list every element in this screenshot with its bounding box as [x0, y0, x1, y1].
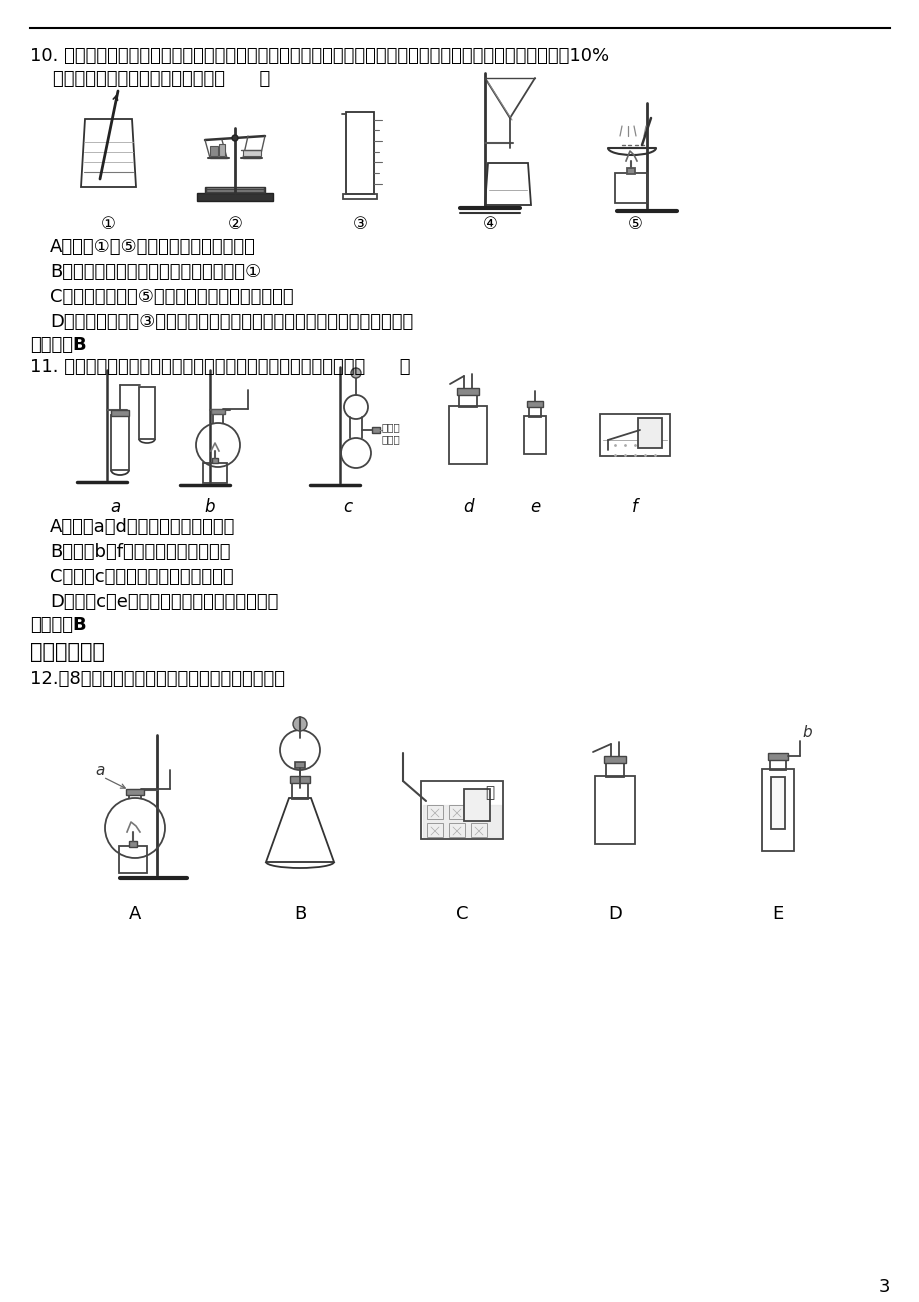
- Text: 【答案】B: 【答案】B: [30, 616, 86, 634]
- Bar: [614, 173, 646, 203]
- Circle shape: [292, 717, 307, 730]
- Bar: [604, 756, 625, 763]
- Bar: [627, 168, 634, 174]
- Bar: [595, 776, 634, 844]
- Bar: [471, 823, 486, 837]
- Text: 多孔型
隔离板: 多孔型 隔离板: [381, 422, 401, 444]
- Text: C: C: [455, 905, 468, 923]
- Text: C．装置c可用来控制产生气体的速率: C．装置c可用来控制产生气体的速率: [50, 568, 233, 586]
- Bar: [129, 841, 137, 848]
- Text: c: c: [343, 497, 352, 516]
- Bar: [243, 150, 261, 156]
- Text: A: A: [129, 905, 141, 923]
- Text: B: B: [293, 905, 306, 923]
- Bar: [448, 805, 464, 819]
- Bar: [527, 401, 542, 408]
- Text: 10. 选择下列部分实验操作可完成两个实验，甲实验为除去粗盐中难溶性的杂质，乙实验为配制溶质质量分数为10%: 10. 选择下列部分实验操作可完成两个实验，甲实验为除去粗盐中难溶性的杂质，乙实…: [30, 47, 608, 65]
- Bar: [139, 387, 154, 439]
- Bar: [524, 417, 545, 454]
- Bar: [119, 846, 147, 874]
- Text: a: a: [109, 497, 120, 516]
- Text: 3: 3: [878, 1279, 889, 1295]
- Bar: [371, 427, 380, 434]
- Text: ④: ④: [482, 215, 497, 233]
- Text: ②: ②: [227, 215, 243, 233]
- Text: 的氯化钙溶液。下列说法正确的是（      ）: 的氯化钙溶液。下列说法正确的是（ ）: [30, 70, 270, 89]
- Bar: [463, 789, 490, 822]
- Bar: [606, 762, 623, 777]
- Bar: [219, 145, 225, 156]
- Bar: [637, 418, 662, 448]
- Text: D．装置c、e组合可以用于制取二氧化碳气体: D．装置c、e组合可以用于制取二氧化碳气体: [50, 592, 278, 611]
- Text: B．甲实验和乙实验都要用到的实验操作①: B．甲实验和乙实验都要用到的实验操作①: [50, 263, 261, 281]
- Bar: [111, 410, 129, 417]
- Bar: [448, 406, 486, 464]
- Bar: [291, 783, 308, 799]
- Bar: [528, 406, 540, 417]
- Text: ⑤: ⑤: [627, 215, 641, 233]
- Bar: [197, 193, 273, 201]
- Bar: [210, 409, 225, 414]
- Bar: [599, 414, 669, 456]
- Bar: [448, 823, 464, 837]
- Bar: [205, 187, 265, 193]
- Bar: [459, 395, 476, 408]
- Text: 【答案】B: 【答案】B: [30, 336, 86, 354]
- Bar: [346, 112, 374, 194]
- Bar: [211, 458, 218, 464]
- Bar: [457, 388, 479, 395]
- Bar: [769, 759, 785, 769]
- Bar: [203, 464, 227, 483]
- Text: ①: ①: [100, 215, 115, 233]
- Text: d: d: [462, 497, 472, 516]
- Text: f: f: [631, 497, 637, 516]
- Text: A．操作①和⑤中玻璃棒的作用是相同的: A．操作①和⑤中玻璃棒的作用是相同的: [50, 238, 255, 256]
- Bar: [421, 781, 503, 838]
- Text: 二、非选择题: 二、非选择题: [30, 642, 105, 661]
- Bar: [767, 753, 788, 760]
- Text: ③: ③: [352, 215, 367, 233]
- Text: 水: 水: [484, 785, 494, 799]
- Bar: [770, 777, 784, 829]
- Text: e: e: [529, 497, 539, 516]
- Text: E: E: [772, 905, 783, 923]
- Bar: [289, 776, 310, 783]
- Text: D．乙实验在操作③时，若俦视读数，会使所配制溶液的溶质质量分数偏小: D．乙实验在操作③时，若俦视读数，会使所配制溶液的溶质质量分数偏小: [50, 312, 413, 331]
- Bar: [210, 146, 218, 156]
- Text: 11. 下图为初中化学常见气体的发生与收集装置，说法中正确的是（      ）: 11. 下图为初中化学常见气体的发生与收集装置，说法中正确的是（ ）: [30, 358, 410, 376]
- Text: B．装置b、f组合可以用于制取氧气: B．装置b、f组合可以用于制取氧气: [50, 543, 231, 561]
- Bar: [471, 805, 486, 819]
- Bar: [343, 194, 377, 199]
- Text: C．甲实验在操作⑤时，将水全部蒸发后停止加热: C．甲实验在操作⑤时，将水全部蒸发后停止加热: [50, 288, 293, 306]
- Bar: [761, 769, 793, 852]
- Text: b: b: [801, 725, 811, 740]
- Text: a: a: [95, 763, 104, 779]
- Text: 12.（8分）请结合下列实验装置，回答有关问题。: 12.（8分）请结合下列实验装置，回答有关问题。: [30, 671, 285, 687]
- Text: A．装置a、d组合可以用于制取氢气: A．装置a、d组合可以用于制取氢气: [50, 518, 235, 536]
- Bar: [126, 789, 144, 796]
- Bar: [295, 762, 305, 768]
- Circle shape: [232, 135, 238, 141]
- Text: D: D: [607, 905, 621, 923]
- Bar: [111, 415, 129, 470]
- Circle shape: [351, 368, 360, 378]
- Bar: [426, 805, 443, 819]
- Text: b: b: [205, 497, 215, 516]
- Bar: [426, 823, 443, 837]
